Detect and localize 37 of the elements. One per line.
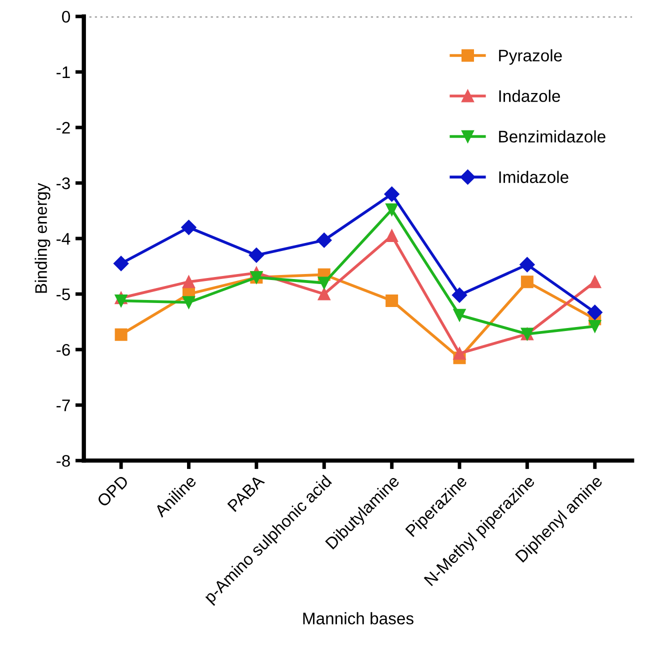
legend-label: Indazole [499,90,560,102]
point [386,203,398,216]
point [453,308,466,322]
point [587,304,602,320]
point [318,288,330,300]
legend-label: Pyrazole [499,49,562,65]
point [182,296,196,309]
point [384,186,400,202]
x-axis-title: Mannich bases [303,612,414,624]
point [248,248,264,263]
y-tick-label: -4 [56,233,70,245]
point [386,230,398,242]
point [520,257,535,272]
y-tick-label: -7 [56,400,70,412]
point [588,320,602,332]
y-tick-label: 0 [62,10,70,23]
point [114,328,128,341]
legend-label: Imidazole [499,170,568,184]
point [182,276,196,288]
legend-label: Benzimidazole [499,130,606,143]
point [520,276,534,288]
y-tick-label: -2 [56,122,70,134]
y-axis-title: Binding energy [34,182,50,293]
y-tick-label: -3 [56,177,70,190]
point [588,276,602,288]
point [452,288,468,303]
point [181,220,196,235]
y-tick-label: -8 [56,455,70,467]
point [386,294,398,307]
point [114,294,128,307]
y-tick-label: -1 [56,66,70,78]
point [114,256,129,272]
point [316,232,332,248]
point [453,347,466,360]
y-tick-label: -5 [56,288,70,300]
point [318,276,330,290]
y-tick-label: -6 [56,344,70,356]
